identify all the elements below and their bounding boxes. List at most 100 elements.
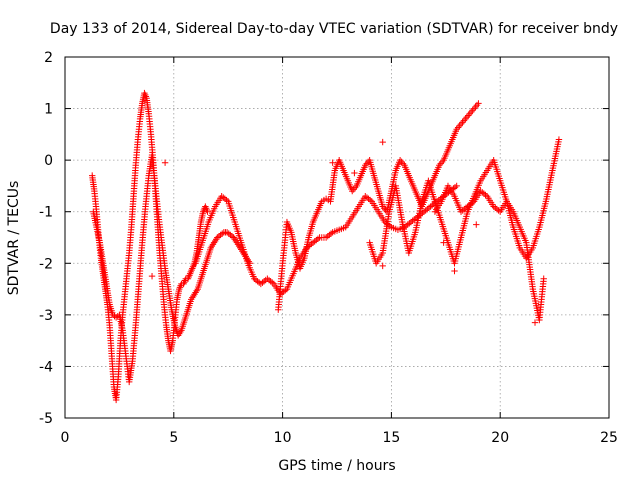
data-point [467, 200, 475, 208]
data-point [362, 193, 369, 200]
data-point [313, 236, 320, 244]
data-point [326, 231, 333, 239]
data-point [251, 275, 258, 282]
data-point [177, 282, 184, 289]
data-point [477, 187, 484, 195]
data-point [217, 231, 224, 239]
data-point [453, 182, 460, 190]
data-point [480, 190, 488, 197]
data-point [555, 136, 563, 143]
outlier-point [329, 159, 336, 166]
outlier-point [473, 221, 480, 228]
grid-lines [65, 57, 609, 418]
data-point [472, 103, 479, 111]
y-tick-label: -1 [39, 205, 53, 221]
data-point [427, 203, 434, 210]
data-point [451, 184, 459, 191]
data-point [254, 278, 261, 285]
data-point [282, 287, 289, 294]
data-point [267, 278, 274, 285]
data-point [406, 220, 413, 227]
y-tick-label: 2 [44, 50, 53, 66]
data-point [456, 122, 463, 129]
data-point [327, 230, 335, 237]
y-axis-label: SDTVAR / TECUs [6, 181, 22, 296]
data-point [227, 231, 234, 239]
data-point [223, 229, 231, 236]
data-point [314, 235, 322, 242]
data-point [215, 233, 223, 240]
outlier-point [531, 319, 539, 326]
data-point [435, 196, 442, 204]
data-point [493, 205, 501, 213]
x-tick-label: 20 [491, 430, 509, 446]
y-tick-label: 0 [44, 153, 53, 169]
data-point [363, 194, 371, 201]
data-point [463, 113, 471, 121]
data-point [495, 207, 502, 214]
data-point [492, 204, 499, 212]
x-tick-label: 10 [274, 430, 292, 446]
outlier-point [379, 262, 386, 270]
data-point [466, 110, 473, 117]
y-tick-label: -3 [39, 308, 53, 324]
y-tick-label: 1 [44, 102, 53, 118]
y-tick-label: -2 [39, 256, 53, 272]
data-point [221, 195, 229, 203]
data-point [473, 101, 481, 109]
data-point [181, 278, 188, 286]
data-point [462, 204, 470, 212]
data-point [181, 277, 189, 284]
data-point [252, 276, 260, 284]
x-tick-label: 15 [382, 430, 400, 446]
data-point [469, 199, 476, 206]
data-point [269, 279, 276, 286]
data-point [470, 105, 478, 112]
data-point [214, 234, 221, 241]
outlier-point [148, 272, 156, 280]
plot-frame [64, 56, 610, 419]
data-point [218, 193, 225, 200]
x-axis-label: GPS time / hours [278, 458, 395, 474]
data-point [490, 203, 497, 210]
data-point [429, 202, 436, 209]
outlier-point [161, 159, 169, 166]
data-point [457, 120, 465, 128]
data-point [260, 278, 268, 285]
data-point [219, 230, 226, 237]
outlier-point [451, 267, 458, 275]
y-tick-label: -5 [39, 411, 53, 427]
y-tick-label: -4 [39, 359, 53, 375]
data-point [407, 218, 415, 226]
data-point [259, 279, 266, 286]
data-point [309, 239, 317, 246]
data-point [459, 207, 466, 214]
data-point [465, 112, 472, 119]
data-point [223, 196, 230, 204]
data-point [479, 189, 486, 196]
data-point [424, 205, 431, 213]
data-point [464, 203, 471, 210]
data-point [425, 204, 433, 212]
data-point [420, 208, 428, 215]
data-point [402, 222, 410, 230]
data-point [204, 208, 211, 215]
x-tick-label: 25 [600, 430, 618, 446]
outlier-point [379, 138, 386, 146]
data-points [89, 89, 563, 404]
tick-labels: 0 5 10 15 20 25 -5 -4 -3 -2 -1 0 1 2 [39, 50, 618, 446]
data-point [475, 100, 482, 107]
data-point [411, 216, 418, 223]
axis-ticks [64, 56, 610, 419]
outlier-point [351, 169, 358, 177]
data-point [461, 205, 468, 213]
data-point [467, 108, 475, 116]
data-point [465, 202, 473, 209]
data-point [482, 191, 489, 199]
data-point [265, 276, 273, 284]
data-point [257, 280, 265, 288]
data-point [366, 196, 374, 204]
data-point [459, 119, 466, 126]
x-tick-label: 0 [61, 430, 70, 446]
